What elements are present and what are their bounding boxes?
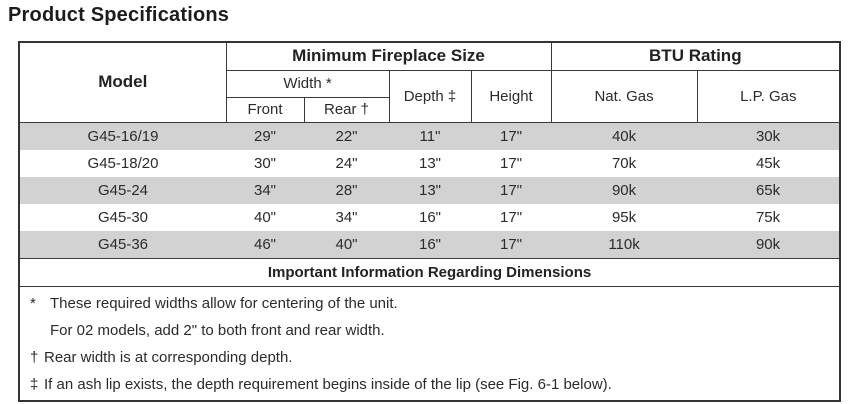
depth-cell: 16" xyxy=(418,208,441,226)
depth-cell: 11" xyxy=(419,127,441,145)
rear-width-cell: 24" xyxy=(335,154,358,172)
front-width-cell: 34" xyxy=(253,181,276,199)
col-header-min-fireplace-size: Minimum Fireplace Size xyxy=(225,41,552,71)
note-text: If an ash lip exists, the depth requirem… xyxy=(44,375,612,393)
note-line-02-models: For 02 models, add 2" to both front and … xyxy=(30,317,831,344)
note-text: For 02 models, add 2" to both front and … xyxy=(50,321,385,339)
rear-width-cell: 40" xyxy=(335,235,358,253)
notes-cell: * These required widths allow for center… xyxy=(19,286,840,401)
front-width-cell: 40" xyxy=(253,208,276,226)
col-header-nat-gas: Nat. Gas xyxy=(550,69,698,123)
table-row: G45-24 34" 28" 13" 17" 90k 65k xyxy=(19,176,841,204)
col-header-btu-rating: BTU Rating xyxy=(550,41,841,71)
model-cell: G45-30 xyxy=(97,208,149,226)
header-row-front-rear: Front Rear † xyxy=(19,96,840,123)
nat-gas-cell: 70k xyxy=(611,154,637,172)
depth-cell: 13" xyxy=(418,181,441,199)
height-cell: 17" xyxy=(500,208,523,226)
lp-gas-cell: 65k xyxy=(755,181,781,199)
dagger-marker: † xyxy=(30,348,39,366)
nat-gas-cell: 40k xyxy=(611,127,637,145)
depth-cell: 16" xyxy=(418,235,441,253)
important-info-row: Important Information Regarding Dimensio… xyxy=(18,257,841,287)
col-header-height: Height xyxy=(470,69,552,123)
lp-gas-cell: 90k xyxy=(755,235,781,253)
lp-gas-cell: 30k xyxy=(755,127,781,145)
table-row: G45-16/19 29" 22" 11" 17" 40k 30k xyxy=(19,122,841,150)
height-cell: 17" xyxy=(500,235,523,253)
page: Product Specifications Model Minimum Fir… xyxy=(0,4,857,402)
note-line-ash-lip: ‡ If an ash lip exists, the depth requir… xyxy=(30,371,831,398)
height-cell: 17" xyxy=(500,181,523,199)
table-row: G45-18/20 30" 24" 13" 17" 70k 45k xyxy=(19,149,841,177)
lp-gas-cell: 75k xyxy=(755,208,781,226)
important-info-header: Important Information Regarding Dimensio… xyxy=(18,257,841,287)
rear-width-cell: 22" xyxy=(335,127,358,145)
height-cell: 17" xyxy=(500,127,523,145)
table-row: G45-30 40" 34" 16" 17" 95k 75k xyxy=(19,203,841,231)
table-footer: Important Information Regarding Dimensio… xyxy=(18,257,841,401)
asterisk-marker: * xyxy=(30,294,36,312)
notes-row: * These required widths allow for center… xyxy=(19,286,840,401)
note-text: These required widths allow for centerin… xyxy=(50,294,398,312)
front-width-cell: 30" xyxy=(253,154,276,172)
model-cell: G45-18/20 xyxy=(87,154,159,172)
nat-gas-cell: 90k xyxy=(611,181,637,199)
col-header-width: Width * xyxy=(225,69,390,98)
note-line-widths: * These required widths allow for center… xyxy=(30,290,831,317)
front-width-cell: 46" xyxy=(253,235,276,253)
col-header-depth: Depth ‡ xyxy=(388,69,472,123)
model-cell: G45-24 xyxy=(97,181,149,199)
table-row: G45-36 46" 40" 16" 17" 110k 90k xyxy=(19,230,841,258)
col-header-model: Model xyxy=(18,41,227,123)
header-row-width: Width * Depth ‡ Height Nat. Gas L.P. Gas xyxy=(19,69,841,123)
height-cell: 17" xyxy=(500,154,523,172)
page-title: Product Specifications xyxy=(8,4,230,26)
front-width-cell: 29" xyxy=(253,127,276,145)
col-header-rear: Rear † xyxy=(303,96,390,123)
depth-cell: 13" xyxy=(418,154,441,172)
rear-width-cell: 28" xyxy=(335,181,358,199)
double-dagger-marker: ‡ xyxy=(30,375,39,393)
lp-gas-cell: 45k xyxy=(755,154,781,172)
model-cell: G45-36 xyxy=(97,235,149,253)
col-header-lp-gas: L.P. Gas xyxy=(696,69,841,123)
model-cell: G45-16/19 xyxy=(87,127,159,145)
nat-gas-cell: 95k xyxy=(611,208,637,226)
note-line-rear-width: † Rear width is at corresponding depth. xyxy=(30,344,831,371)
note-text: Rear width is at corresponding depth. xyxy=(44,348,293,366)
rear-width-cell: 34" xyxy=(335,208,358,226)
nat-gas-cell: 110k xyxy=(608,235,640,253)
table-body: G45-16/19 29" 22" 11" 17" 40k 30k G45-18… xyxy=(19,122,841,258)
col-header-front: Front xyxy=(225,96,305,123)
product-spec-table: Model Minimum Fireplace Size BTU Rating … xyxy=(18,41,842,402)
header-row-groups: Model Minimum Fireplace Size BTU Rating xyxy=(18,41,841,123)
table-header: Model Minimum Fireplace Size BTU Rating … xyxy=(18,41,841,123)
